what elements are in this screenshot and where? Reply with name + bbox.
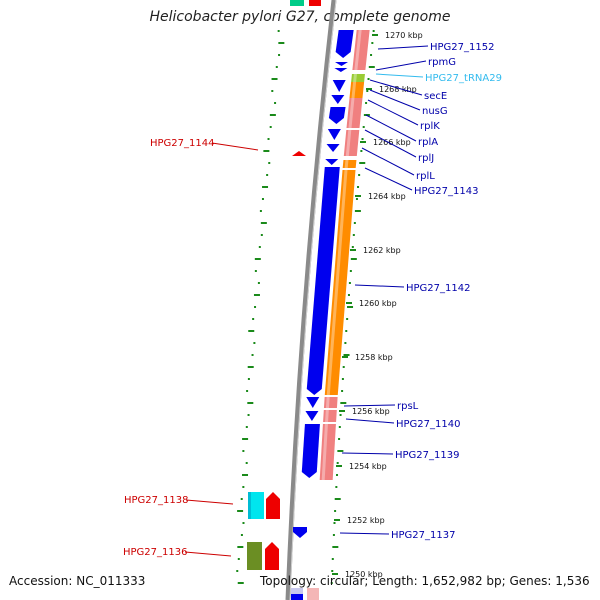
- olive-feature[interactable]: [247, 542, 262, 570]
- backbone: [285, 0, 337, 600]
- gc-track-left: [236, 30, 285, 584]
- feature-label[interactable]: rplA: [418, 137, 438, 148]
- map-title: Helicobacter pylori G27, complete genome: [149, 9, 451, 25]
- feature-label[interactable]: rplL: [416, 171, 435, 182]
- tick-label: 1258 kbp: [355, 353, 393, 362]
- feature-label[interactable]: rplJ: [418, 153, 434, 164]
- feature-label[interactable]: HPG27_1143: [414, 186, 478, 197]
- gene-track: [319, 30, 370, 480]
- tick-label: 1266 kbp: [373, 138, 411, 147]
- feature-label[interactable]: rpsL: [397, 401, 419, 412]
- gc-track-right: [330, 30, 375, 584]
- tick-marks: 1270 kbp 1268 kbp 1266 kbp 1264 kbp 1262 kbp…: [332, 31, 423, 579]
- tick-label: 1250 kbp: [345, 570, 383, 579]
- feature-labels: HPG27_1152 rpmG HPG27_tRNA29 secE nusG rplK rp…: [123, 42, 502, 558]
- rrna-feature[interactable]: [248, 492, 264, 519]
- tick-label: 1256 kbp: [352, 407, 390, 416]
- feature-label[interactable]: HPG27_1138: [124, 495, 188, 506]
- feature-label[interactable]: HPG27_1140: [396, 419, 460, 430]
- feature-label[interactable]: HPG27_1142: [406, 283, 470, 294]
- feature-label[interactable]: rplK: [420, 121, 440, 132]
- tick-label: 1252 kbp: [347, 516, 385, 525]
- feature-label[interactable]: HPG27_1137: [391, 530, 455, 541]
- tick-label: 1262 kbp: [363, 246, 401, 255]
- forward-cds-track: [301, 30, 354, 478]
- reverse-cds-1144[interactable]: [292, 151, 306, 156]
- tick-label: 1260 kbp: [359, 299, 397, 308]
- tick-label: 1254 kbp: [349, 462, 387, 471]
- feature-label[interactable]: HPG27_1152: [430, 42, 494, 53]
- reverse-cds-1136[interactable]: [265, 542, 279, 570]
- topology-text: Topology: circular; Length: 1,652,982 bp…: [260, 574, 590, 588]
- feature-label[interactable]: rpmG: [428, 57, 456, 68]
- forward-cds-1137[interactable]: [293, 527, 307, 538]
- tick-label: 1270 kbp: [385, 31, 423, 40]
- feature-label[interactable]: HPG27_tRNA29: [425, 73, 502, 84]
- feature-label[interactable]: secE: [424, 91, 447, 102]
- leader-lines: [184, 45, 429, 557]
- tick-label: 1264 kbp: [368, 192, 406, 201]
- feature-label[interactable]: HPG27_1139: [395, 450, 459, 461]
- accession-text: Accession: NC_011333: [9, 574, 146, 588]
- feature-label[interactable]: HPG27_1136: [123, 547, 187, 558]
- feature-label[interactable]: HPG27_1144: [150, 138, 214, 149]
- reverse-cds-1138[interactable]: [266, 492, 280, 519]
- tick-label: 1268 kbp: [379, 85, 417, 94]
- feature-label[interactable]: nusG: [422, 106, 448, 117]
